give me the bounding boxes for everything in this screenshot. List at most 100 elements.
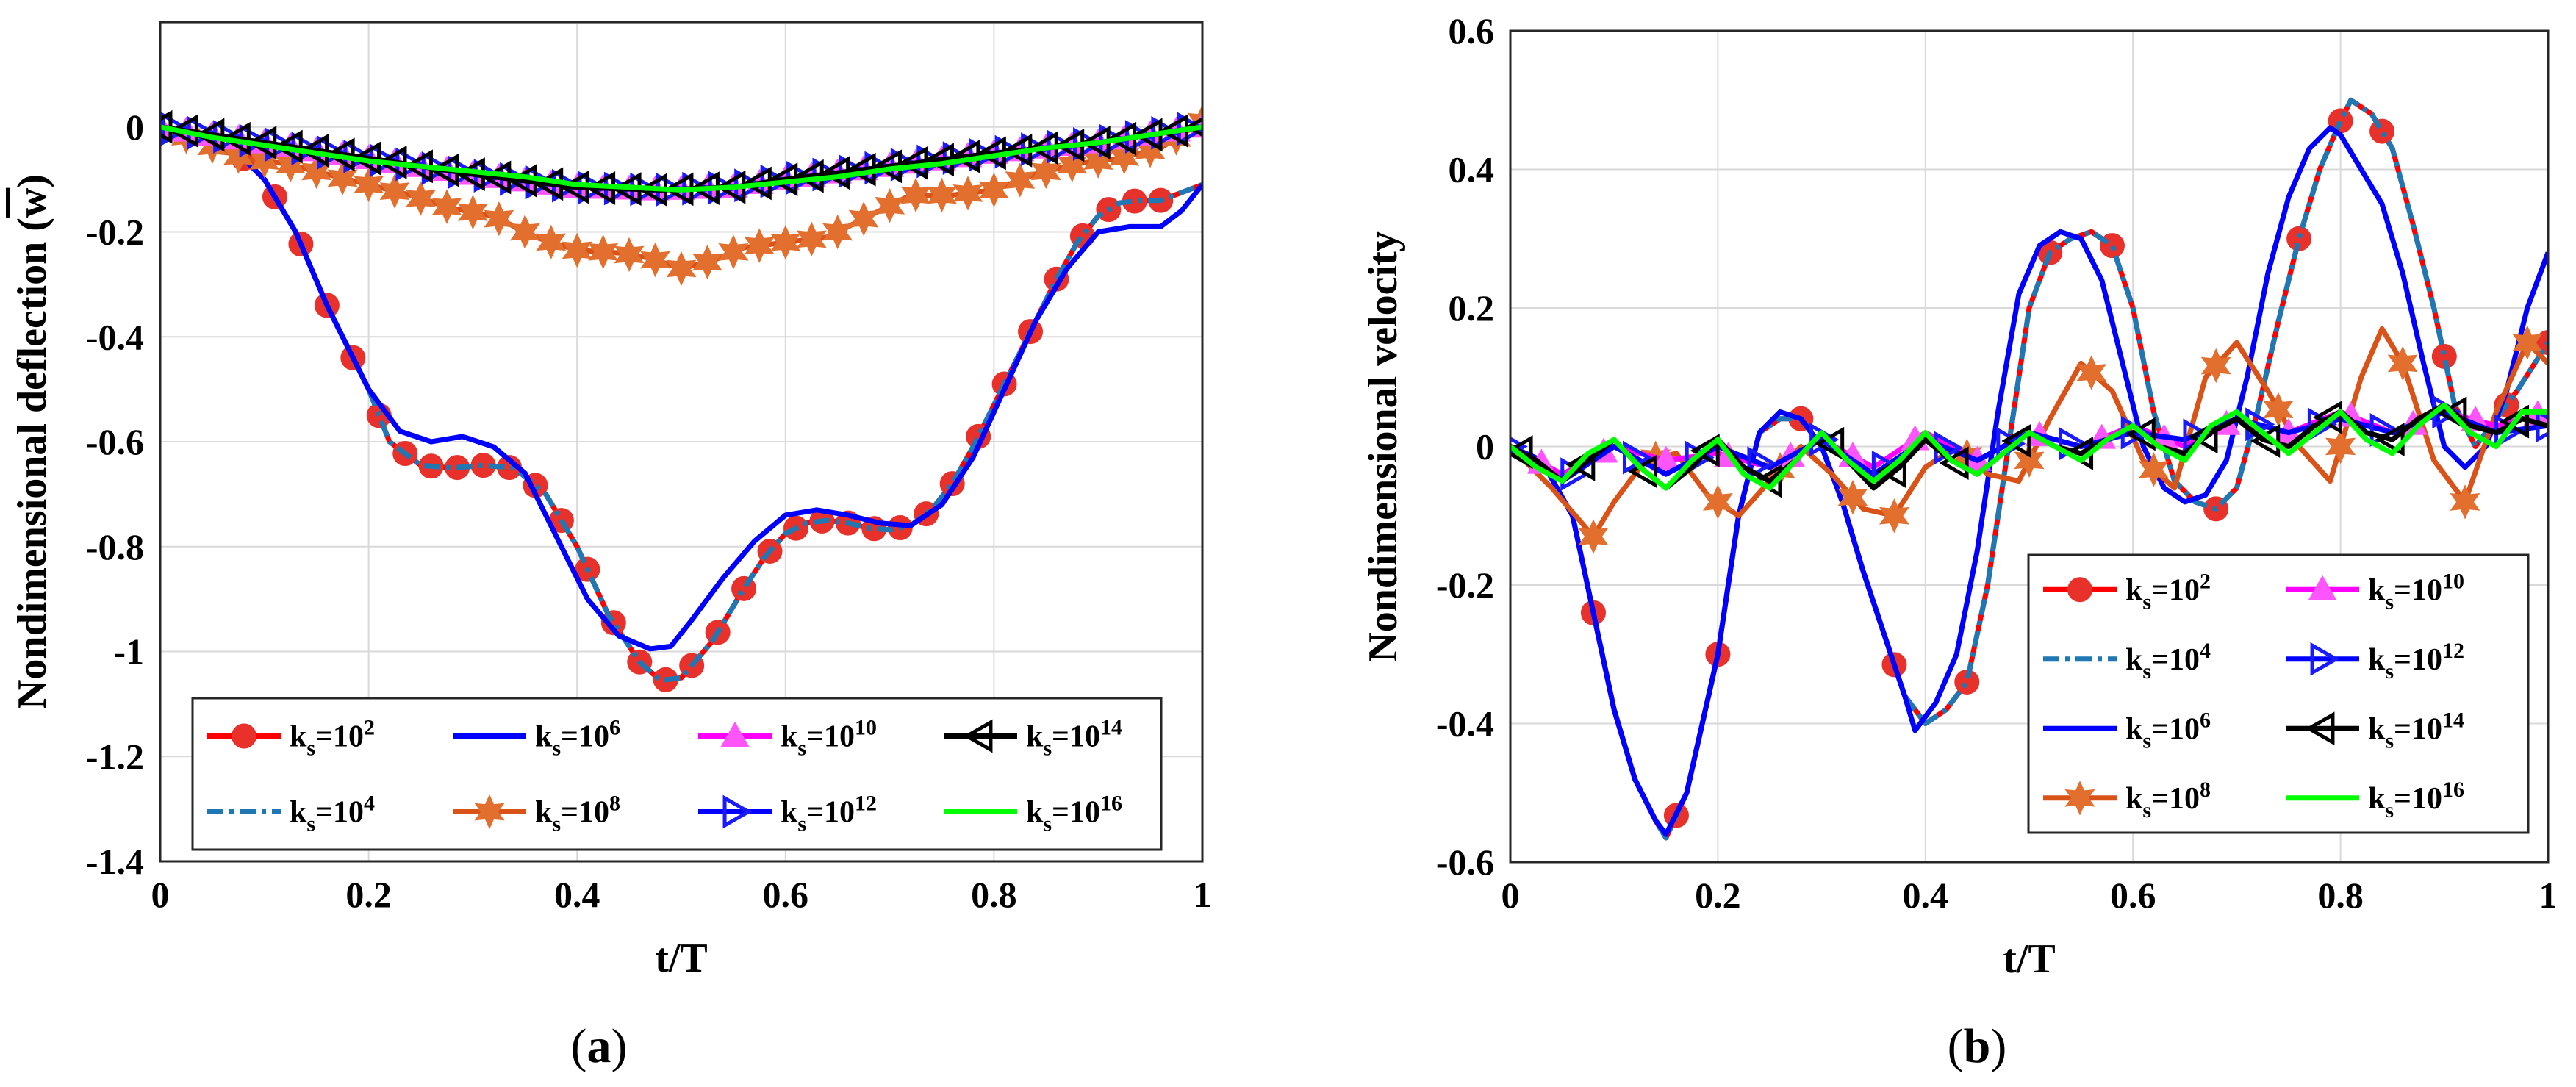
b-series-s4-marker-4 (1837, 479, 1868, 515)
b-legend-s2-label-k: k (2125, 643, 2143, 677)
a-series-s4-marker-7 (354, 167, 384, 203)
a-xtick-2: 0.4 (554, 874, 600, 915)
b-xlabel: t/T (2003, 936, 2056, 982)
a-series-s4-marker-19 (666, 251, 697, 287)
a-series-s4-marker-15 (562, 232, 592, 268)
b-series-s6-marker-13 (2307, 407, 2337, 442)
b-legend-s3-label-eq: =10 (2151, 712, 2200, 746)
a-series-s4-marker-16 (588, 234, 619, 270)
b-series-s4-line (1510, 326, 2548, 539)
a-legend-s1-label-k: k (290, 720, 307, 754)
a-legend-s2-label-exp: 4 (364, 792, 375, 816)
b-ytick-3: 0 (1476, 426, 1494, 467)
b-legend-s8-label-exp: 16 (2442, 778, 2464, 802)
a-legend-s3-label-eq: =10 (561, 720, 609, 754)
b-legend-s1-label-eq: =10 (2151, 573, 2200, 607)
a-series-group (160, 104, 1202, 692)
b-series-s7-marker-7 (1939, 446, 1969, 481)
b-ytick-6: -0.6 (1436, 842, 1494, 883)
b-axes-frame (1509, 29, 2550, 864)
b-legend-s4-label-eq: =10 (2151, 782, 2200, 816)
b-series-s7-marker-0 (1510, 435, 1533, 469)
b-legend-s4-label-exp: 8 (2200, 778, 2211, 802)
b-legend-s5-label: ks=1010 (2368, 569, 2464, 614)
b-xtick-2: 0.4 (1903, 875, 1949, 916)
a-legend-s6-label-k: k (781, 796, 798, 830)
a-legend-s1-label-eq: =10 (315, 720, 364, 754)
b-series-s7-marker-15 (2437, 396, 2467, 431)
a-legend-s8-label: ks=1016 (1026, 792, 1122, 836)
a-ylabel-symbol: w (10, 187, 55, 218)
a-legend-s8-label-sub: s (1043, 812, 1052, 836)
a-legend-s1-marker (232, 723, 256, 749)
b-series-s7-marker-16 (2500, 404, 2530, 439)
a-series-s4-marker-14 (536, 224, 567, 260)
b-legend-s7-marker (2305, 711, 2335, 746)
a-series-s4-marker-27 (875, 188, 905, 223)
caption-b: (b) (1948, 1019, 2007, 1073)
a-legend-s7-label-k: k (1026, 720, 1044, 754)
caption-a-open: ( (571, 1019, 587, 1073)
b-series-s5-marker-2 (1651, 445, 1681, 471)
a-series-s4-marker-9 (405, 181, 437, 216)
a-series-s7-marker-40 (1185, 117, 1202, 137)
b-series-s4-marker-14 (2450, 484, 2480, 520)
a-legend-s3-label: ks=106 (535, 716, 620, 761)
a-legend-s7-marker (963, 719, 993, 753)
b-ylabel: Nondimensional velocity (1360, 231, 1406, 661)
a-legend-s6-label: ks=1012 (781, 792, 877, 836)
b-series-s1-marker-11 (2369, 118, 2395, 144)
b-ytick-4: -0.2 (1436, 564, 1494, 606)
b-legend-s1-label-sub: s (2142, 589, 2151, 614)
caption-a: (a) (571, 1019, 628, 1073)
a-xtick-1: 0.2 (345, 874, 392, 915)
b-legend-s6-label-k: k (2368, 643, 2386, 677)
a-ytick-5: -1 (113, 631, 144, 672)
a-series-s7-marker-3 (220, 121, 251, 156)
b-series-s7-marker-5 (1815, 426, 1845, 461)
a-series-s7-marker-4 (247, 126, 277, 160)
a-legend-box (191, 697, 1163, 851)
a-ylabel: Nondimensional deflection (w) (10, 174, 55, 709)
b-legend-s7-label: ks=1014 (2368, 708, 2464, 753)
a-series-s4-marker-20 (692, 244, 722, 280)
b-legend-s1-label-exp: 2 (2200, 569, 2211, 593)
a-legend-s1-label-sub: s (306, 736, 315, 761)
a-series-s7-marker-6 (299, 133, 329, 168)
b-series-s7-marker-11 (2188, 420, 2218, 454)
a-series-s4-marker-6 (327, 160, 358, 196)
a-series-s3-line (160, 124, 1202, 652)
a-legend-s5-label-exp: 10 (855, 716, 877, 740)
b-legend-s4-label: ks=108 (2125, 778, 2211, 822)
b-legend-s6-label: ks=1012 (2368, 639, 2464, 684)
b-series-s4-marker-7 (2014, 442, 2045, 478)
b-series-s8-line (1510, 402, 2548, 491)
a-legend-s3-label-sub: s (552, 736, 561, 761)
b-legend-s5-label-eq: =10 (2394, 573, 2442, 607)
b-series-s6-marker-3 (1685, 440, 1715, 475)
a-xlabel: t/T (655, 936, 708, 981)
a-legend-s2-label-sub: s (306, 812, 315, 836)
a-ytick-6: -1.2 (86, 736, 144, 777)
b-series-s4-marker-0 (1578, 519, 1609, 554)
b-legend-s3-label-sub: s (2142, 728, 2151, 753)
a-legend-s4-label-exp: 8 (609, 792, 620, 816)
b-series-s4-marker-8 (2076, 355, 2107, 390)
panel-a: 0 0.2 0.4 0.6 0.8 10-0.2-0.4-0.6-0.8-1-1.2-1.… (10, 21, 1212, 981)
a-series-s7-marker-8 (351, 141, 381, 176)
b-series-s7-marker-2 (1627, 454, 1658, 489)
a-xtick-0: 0 (151, 874, 170, 915)
b-series-s1-marker-9 (2286, 226, 2312, 251)
b-legend-s1-label-k: k (2125, 573, 2143, 607)
b-legend-s2-label-sub: s (2142, 659, 2151, 684)
a-ytick-4: -0.8 (86, 526, 144, 567)
a-series-s4-marker-24 (796, 221, 827, 257)
b-legend-s7-label-eq: =10 (2394, 712, 2442, 746)
a-legend-s3-label-exp: 6 (609, 716, 620, 740)
a-legend-s4-label-sub: s (552, 812, 561, 836)
a-legend-s7-label-eq: =10 (1052, 720, 1100, 754)
a-ytick-2: -0.4 (86, 316, 144, 357)
b-series-group (1510, 97, 2548, 841)
a-legend-s4-label: ks=108 (535, 792, 620, 836)
